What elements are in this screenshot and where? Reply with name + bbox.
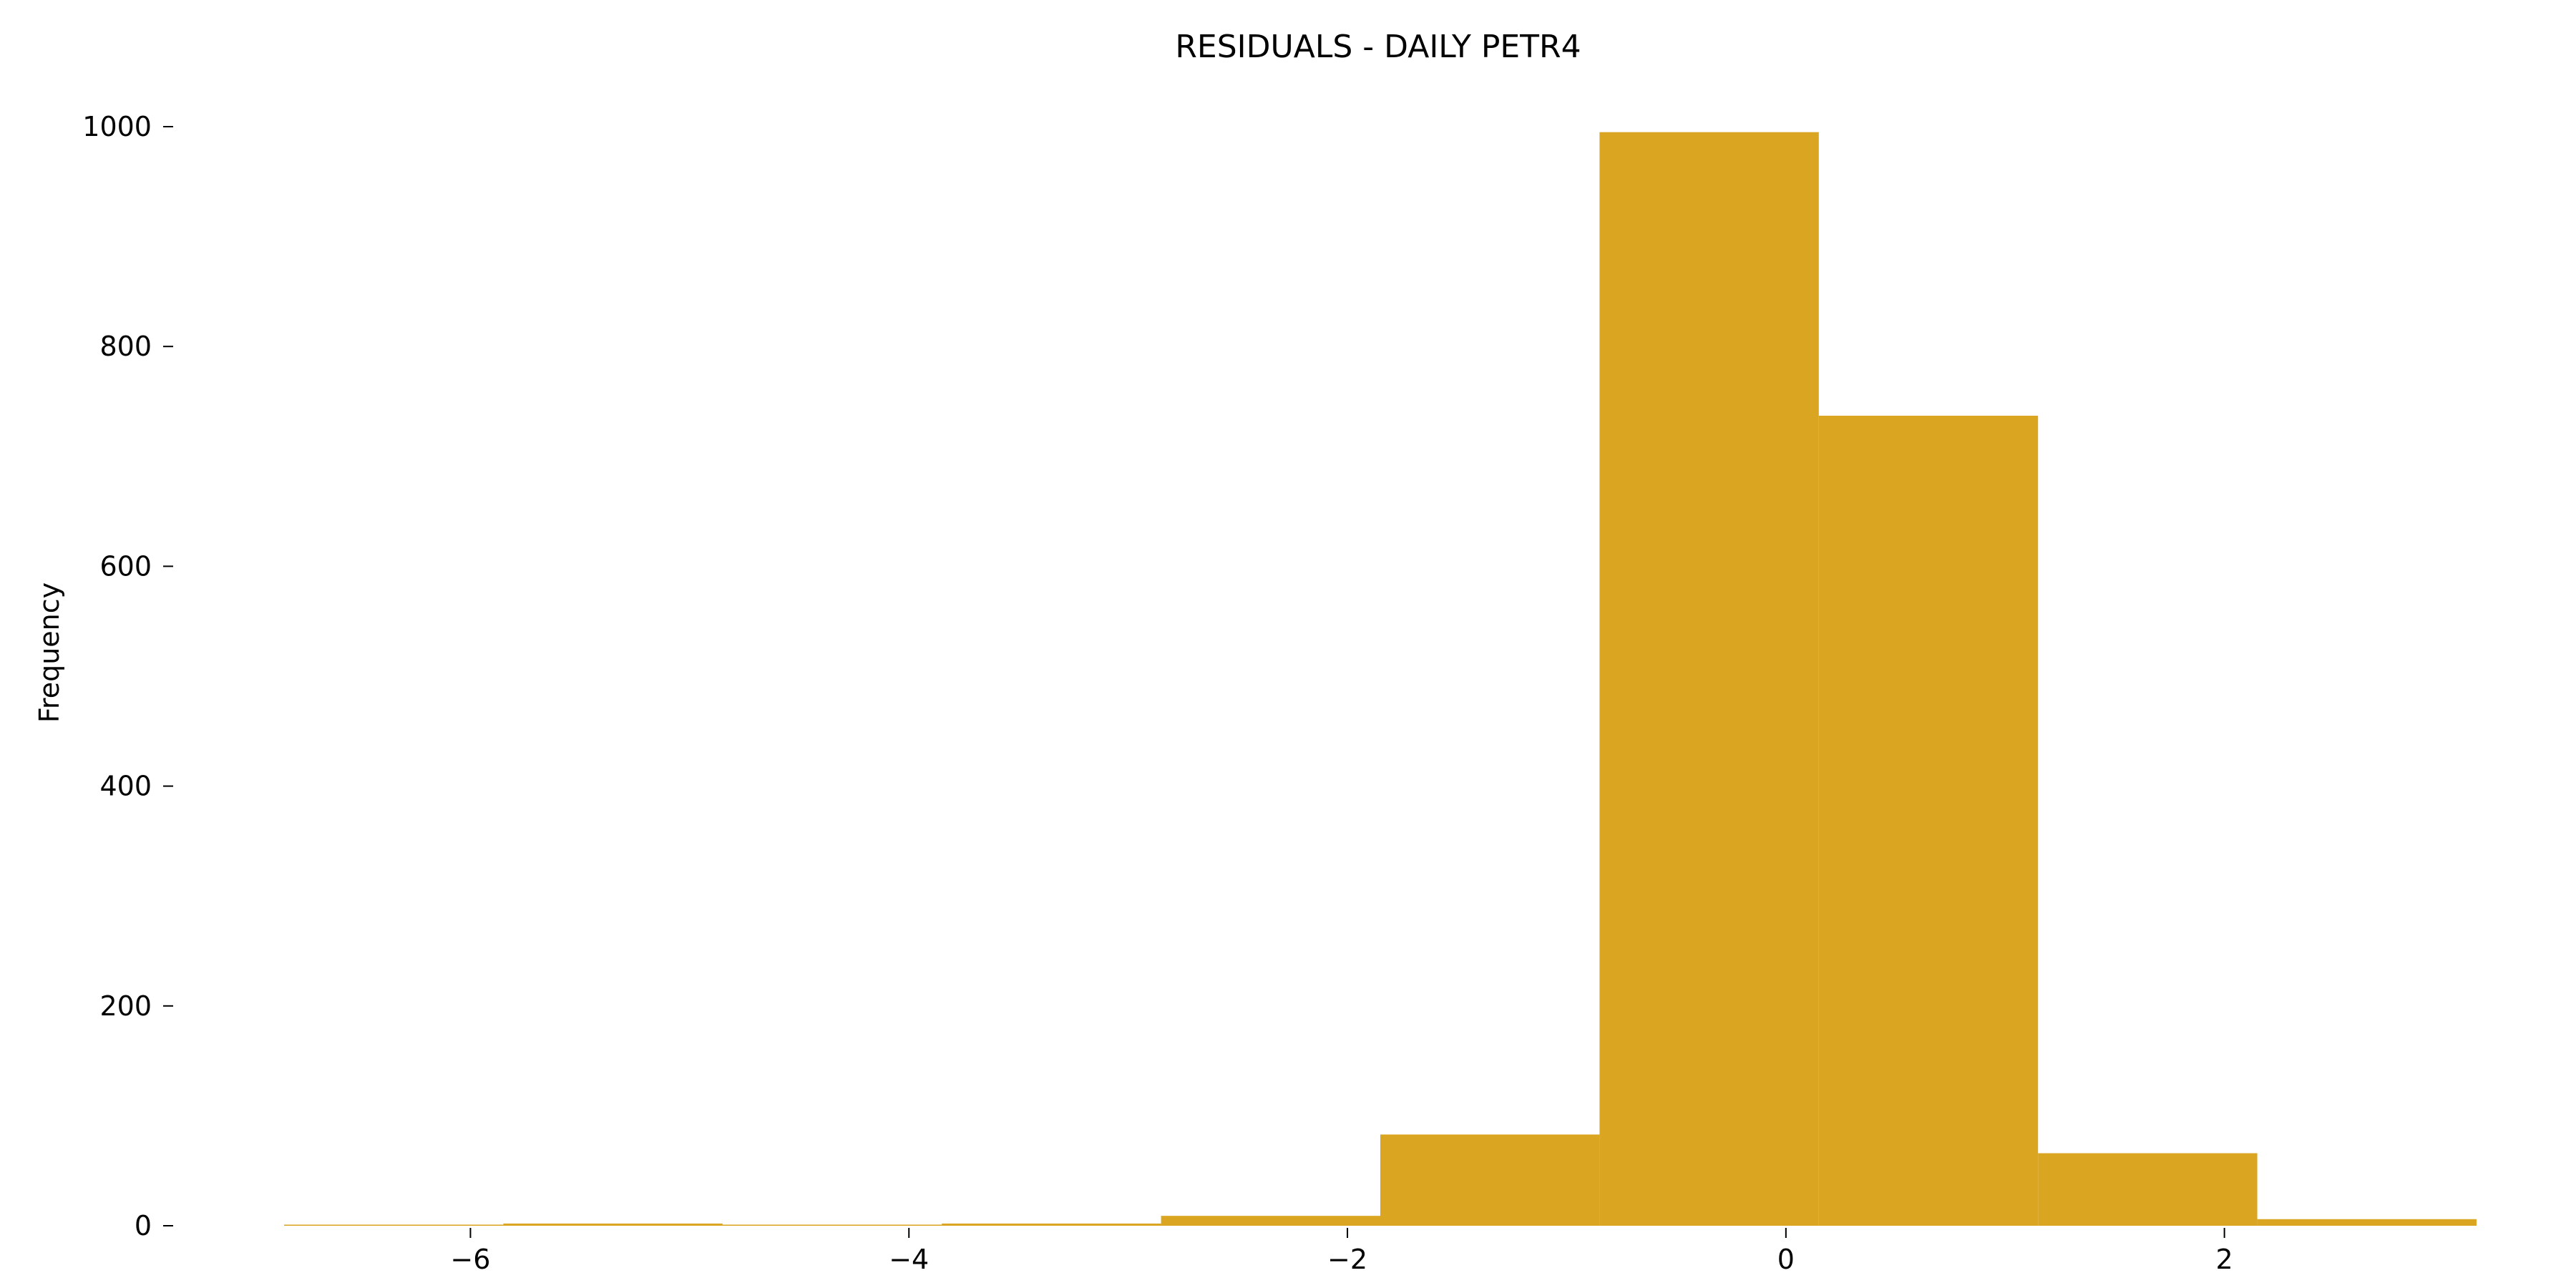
x-tick-label: −2 [1327, 1244, 1367, 1275]
histogram-bars [284, 132, 2477, 1226]
x-tick-label: −4 [889, 1244, 929, 1275]
y-tick-label: 200 [99, 990, 152, 1022]
x-axis-ticks: −6 −4 −2 0 2 [450, 1228, 2233, 1275]
histogram-bar-4 [1161, 1216, 1380, 1226]
histogram-bar-3 [942, 1223, 1161, 1226]
histogram-bar-7 [1818, 415, 2039, 1226]
y-axis-ticks: 0 200 400 600 800 1000 [82, 111, 173, 1241]
x-tick-label: −6 [450, 1244, 490, 1275]
y-tick-label: 600 [99, 550, 152, 582]
x-tick-label: 0 [1777, 1244, 1795, 1275]
histogram-bar-6 [1599, 132, 1819, 1226]
histogram-bar-9 [2257, 1219, 2477, 1226]
y-tick-label: 0 [135, 1210, 152, 1241]
histogram-bar-5 [1380, 1134, 1600, 1226]
y-axis-label: Frequency [34, 582, 65, 723]
histogram-bar-2 [722, 1224, 942, 1226]
histogram-bar-0 [284, 1224, 504, 1226]
y-tick-label: 1000 [82, 111, 152, 142]
y-tick-label: 800 [99, 331, 152, 362]
chart-title: RESIDUALS - DAILY PETR4 [1175, 29, 1581, 65]
histogram-bar-1 [503, 1223, 723, 1226]
histogram-bar-8 [2038, 1153, 2258, 1226]
x-tick-label: 2 [2216, 1244, 2233, 1275]
y-tick-label: 400 [99, 771, 152, 802]
